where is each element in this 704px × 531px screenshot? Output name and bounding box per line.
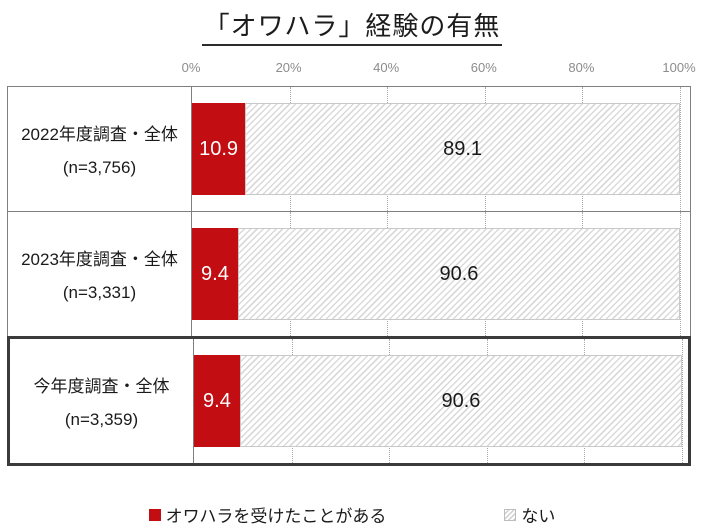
legend-swatch-red-icon	[148, 508, 161, 521]
gridline-100	[680, 87, 681, 211]
bar-value-no: 89.1	[443, 137, 483, 160]
row-current-year: 今年度調査・全体 (n=3,359) 9.4 90.6	[7, 336, 691, 466]
bar-segment-no: 90.6	[239, 355, 682, 447]
legend-item-yes: オワハラを受けたことがある	[148, 502, 387, 527]
chart-rows: 2022年度調査・全体 (n=3,756) 10.9 89.1	[7, 86, 691, 466]
legend-label-no: ない	[521, 507, 556, 526]
legend-swatch-hatch-icon	[504, 508, 517, 521]
x-axis-tick-20: 20%	[275, 60, 302, 75]
bar-value-yes: 9.4	[201, 262, 229, 285]
chart-title: 「オワハラ」経験の有無	[201, 10, 503, 46]
row-label-line2: (n=3,359)	[64, 410, 139, 429]
row-current-year-scale: 9.4 90.6	[194, 339, 683, 463]
row-2022-label: 2022年度調査・全体 (n=3,756)	[8, 87, 191, 211]
row-current-year-label: 今年度調査・全体 (n=3,359)	[10, 339, 193, 463]
bar-segment-no: 90.6	[237, 228, 680, 320]
x-axis-tick-60: 60%	[470, 60, 497, 75]
row-label-line1: 2022年度調査・全体	[21, 125, 178, 144]
row-label-line2: (n=3,331)	[62, 283, 137, 302]
legend: オワハラを受けたことがある ない	[0, 502, 704, 527]
row-2023: 2023年度調査・全体 (n=3,331) 9.4 90.6	[7, 211, 691, 337]
bar-segment-no: 89.1	[245, 103, 680, 195]
x-axis: 0% 20% 40% 60% 80% 100%	[182, 60, 696, 78]
row-2023-bar: 9.4 90.6	[192, 228, 680, 320]
bar-value-yes: 9.4	[203, 389, 231, 412]
chart-title-wrap: 「オワハラ」経験の有無	[0, 10, 704, 46]
bar-value-no: 90.6	[439, 262, 479, 285]
row-2023-plot: 9.4 90.6	[191, 212, 690, 336]
x-axis-tick-0: 0%	[181, 60, 201, 75]
x-axis-tick-40: 40%	[373, 60, 400, 75]
x-axis-tick-80: 80%	[568, 60, 595, 75]
row-label-line1: 今年度調査・全体	[33, 377, 170, 396]
row-2022: 2022年度調査・全体 (n=3,756) 10.9 89.1	[7, 86, 691, 212]
row-label-line2: (n=3,756)	[62, 158, 137, 177]
legend-item-no: ない	[504, 502, 555, 527]
row-current-year-plot: 9.4 90.6	[193, 339, 688, 463]
bar-segment-yes: 9.4	[194, 355, 240, 447]
row-2022-scale: 10.9 89.1	[192, 87, 681, 211]
x-axis-tick-100: 100%	[662, 60, 696, 75]
row-current-year-bar: 9.4 90.6	[194, 355, 682, 447]
bar-value-yes: 10.9	[199, 137, 239, 160]
row-2023-scale: 9.4 90.6	[192, 212, 681, 336]
row-2023-label: 2023年度調査・全体 (n=3,331)	[8, 212, 191, 336]
gridline-100	[682, 339, 683, 463]
gridline-100	[680, 212, 681, 336]
bar-segment-yes: 10.9	[192, 103, 246, 195]
row-2022-bar: 10.9 89.1	[192, 103, 680, 195]
row-2022-plot: 10.9 89.1	[191, 87, 690, 211]
legend-label-yes: オワハラを受けたことがある	[165, 507, 387, 526]
bar-value-no: 90.6	[441, 389, 481, 412]
row-label-line1: 2023年度調査・全体	[21, 250, 178, 269]
bar-segment-yes: 9.4	[192, 228, 238, 320]
